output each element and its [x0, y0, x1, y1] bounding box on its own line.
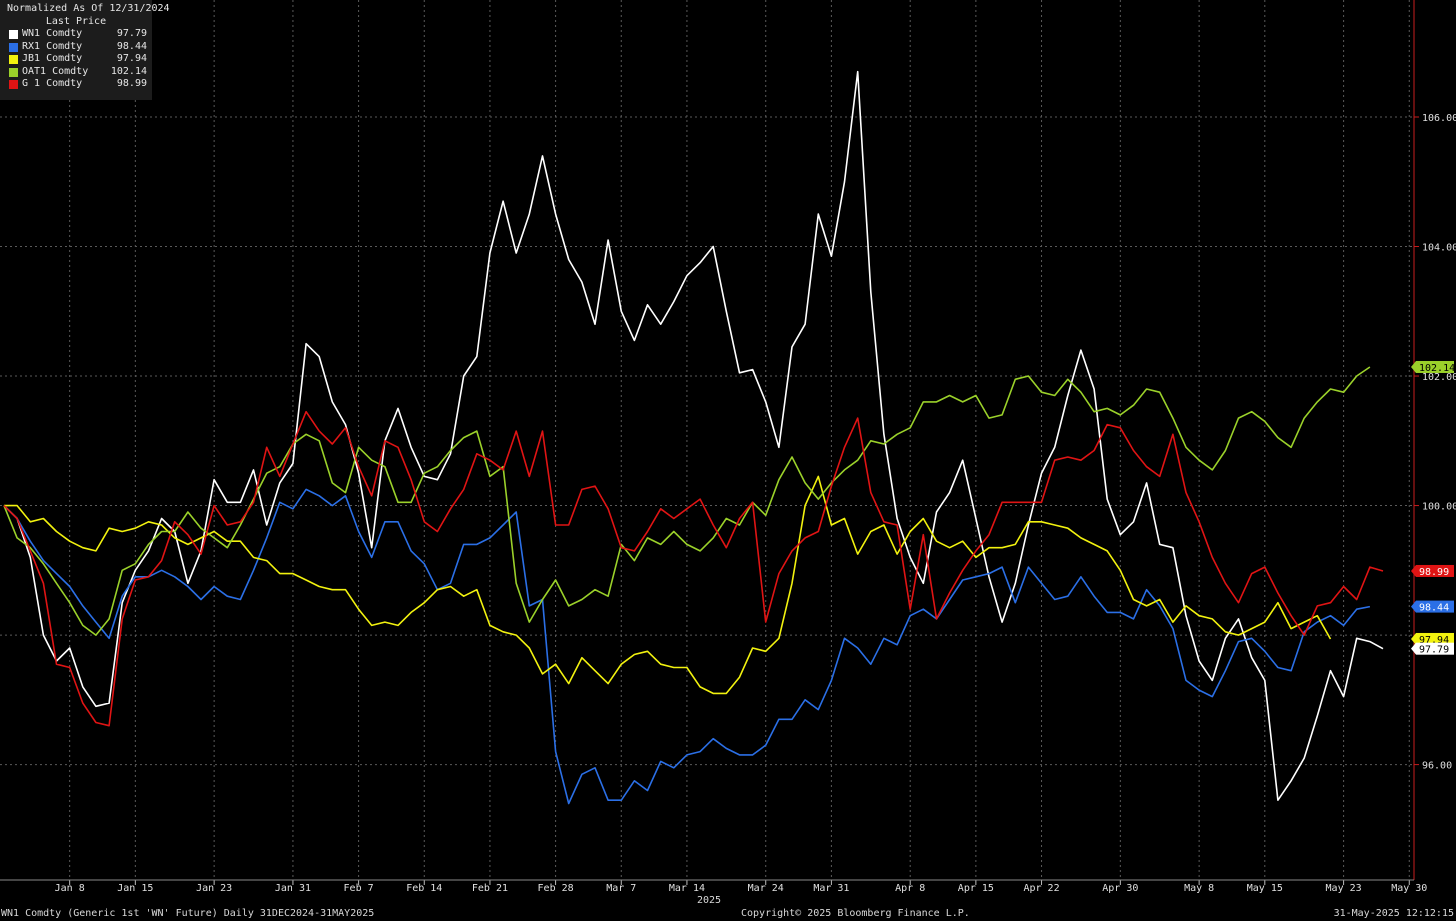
last-price-tag-label: 102.14 — [1419, 363, 1455, 374]
last-price-tag — [1416, 564, 1454, 577]
last-price-tag-label: 98.99 — [1419, 567, 1449, 578]
x-axis-year-label: 2025 — [697, 895, 722, 906]
legend-series-name: RX1 Comdty — [22, 40, 83, 52]
legend-swatch — [9, 55, 18, 64]
legend-entry: G 1 Comdty 98.99 — [0, 78, 152, 91]
legend-last-price: 102.14 — [110, 65, 147, 77]
y-tick-label: 96.00 — [1422, 761, 1452, 772]
footer-timestamp: 31-May-2025 12:12:15 — [1333, 908, 1454, 919]
x-tick-label: Feb 21 — [472, 883, 508, 894]
series-line-jb1-comdty — [4, 475, 1332, 695]
legend-entry: RX1 Comdty 98.44 — [0, 41, 152, 54]
x-tick-label: May 15 — [1247, 883, 1283, 894]
x-tick-label: May 30 — [1391, 883, 1427, 894]
last-price-tag — [1416, 600, 1454, 613]
last-price-tag-pointer — [1411, 600, 1416, 613]
legend-last-price: 97.94 — [116, 53, 147, 64]
x-tick-label: Feb 14 — [406, 883, 442, 894]
legend-series-name: WN1 Comdty — [22, 28, 83, 39]
x-tick-label: Mar 31 — [813, 883, 849, 894]
x-tick-label: May 23 — [1326, 883, 1362, 894]
x-tick-label: Mar 24 — [748, 883, 784, 894]
y-tick-label: 100.00 — [1422, 502, 1456, 513]
footer-copyright: Copyright© 2025 Bloomberg Finance L.P. — [741, 908, 970, 919]
legend-title: Normalized As Of 12/31/2024 — [7, 3, 170, 14]
y-tick-label: 102.00 — [1422, 372, 1456, 383]
legend-entry: OAT1 Comdty 102.14 — [0, 66, 152, 79]
legend-last-price: 98.99 — [116, 78, 147, 89]
series-line-rx1-comdty — [3, 488, 1371, 805]
last-price-tag-label: 98.44 — [1419, 603, 1449, 614]
x-tick-label: Mar 7 — [606, 883, 636, 894]
y-axis: 96.00 100.00 102.00 104.00 106.00 — [1413, 0, 1456, 880]
legend-series-name: G 1 Comdty — [22, 78, 83, 89]
legend-swatch — [9, 30, 18, 39]
legend-swatch — [9, 67, 18, 77]
series-line-wn1-comdty — [3, 70, 1384, 802]
x-tick-label: Apr 8 — [895, 883, 925, 894]
legend-last-price: 97.79 — [116, 28, 147, 39]
last-price-tag-pointer — [1411, 564, 1416, 577]
legend-series-name: JB1 Comdty — [22, 53, 83, 64]
y-tick-label: 104.00 — [1422, 243, 1456, 254]
legend-subtitle: Last Price — [45, 15, 107, 27]
y-tick-label: 106.00 — [1422, 113, 1456, 124]
x-tick-label: Feb 7 — [344, 883, 374, 894]
x-tick-label: Jan 15 — [117, 883, 153, 894]
chart-legend: Normalized As Of 12/31/2024 Last Price W… — [0, 0, 170, 100]
x-tick-label: Jan 23 — [196, 883, 232, 894]
last-price-tag-label: 97.79 — [1419, 645, 1449, 656]
x-tick-label: Feb 28 — [538, 883, 574, 894]
last-price-tag — [1416, 632, 1454, 645]
legend-entry: JB1 Comdty 97.94 — [0, 53, 152, 66]
legend-series-name: OAT1 Comdty — [22, 65, 89, 77]
last-price-tag-pointer — [1411, 632, 1416, 645]
last-price-tag-label: 97.94 — [1419, 635, 1449, 646]
last-price-tag-pointer — [1411, 642, 1416, 655]
legend-swatch — [9, 42, 18, 52]
x-tick-label: Apr 30 — [1102, 883, 1138, 894]
legend-entries: WN1 Comdty 97.79 RX1 Comdty 98.44 JB1 Comdty… — [0, 28, 152, 91]
x-tick-label: Jan 31 — [275, 883, 311, 894]
series-line-oat1-comdty — [3, 366, 1371, 636]
x-axis: Jan 8 Jan 15 Jan 23 Jan 31 Feb 7 Feb 14 Feb 21… — [0, 879, 1427, 894]
legend-last-price: 98.44 — [116, 40, 147, 52]
chart-footer: WN1 Comdty (Generic 1st 'WN' Future) Dai… — [0, 906, 1456, 921]
x-tick-label: Apr 15 — [958, 883, 994, 894]
footer-security-description: WN1 Comdty (Generic 1st 'WN' Future) Dai… — [1, 908, 375, 919]
x-tick-label: May 8 — [1184, 883, 1214, 894]
grid-lines — [0, 0, 1414, 880]
legend-swatch — [9, 80, 18, 89]
last-price-tag — [1416, 360, 1454, 373]
x-tick-label: Jan 8 — [55, 883, 85, 894]
last-price-tag — [1416, 642, 1454, 655]
x-tick-label: Mar 14 — [669, 883, 705, 894]
x-tick-label: Apr 22 — [1023, 883, 1059, 894]
series-lines — [3, 70, 1384, 805]
last-price-tag-pointer — [1411, 360, 1416, 373]
series-line-g-1-comdty — [3, 410, 1384, 727]
legend-entry: WN1 Comdty 97.79 — [0, 28, 152, 41]
